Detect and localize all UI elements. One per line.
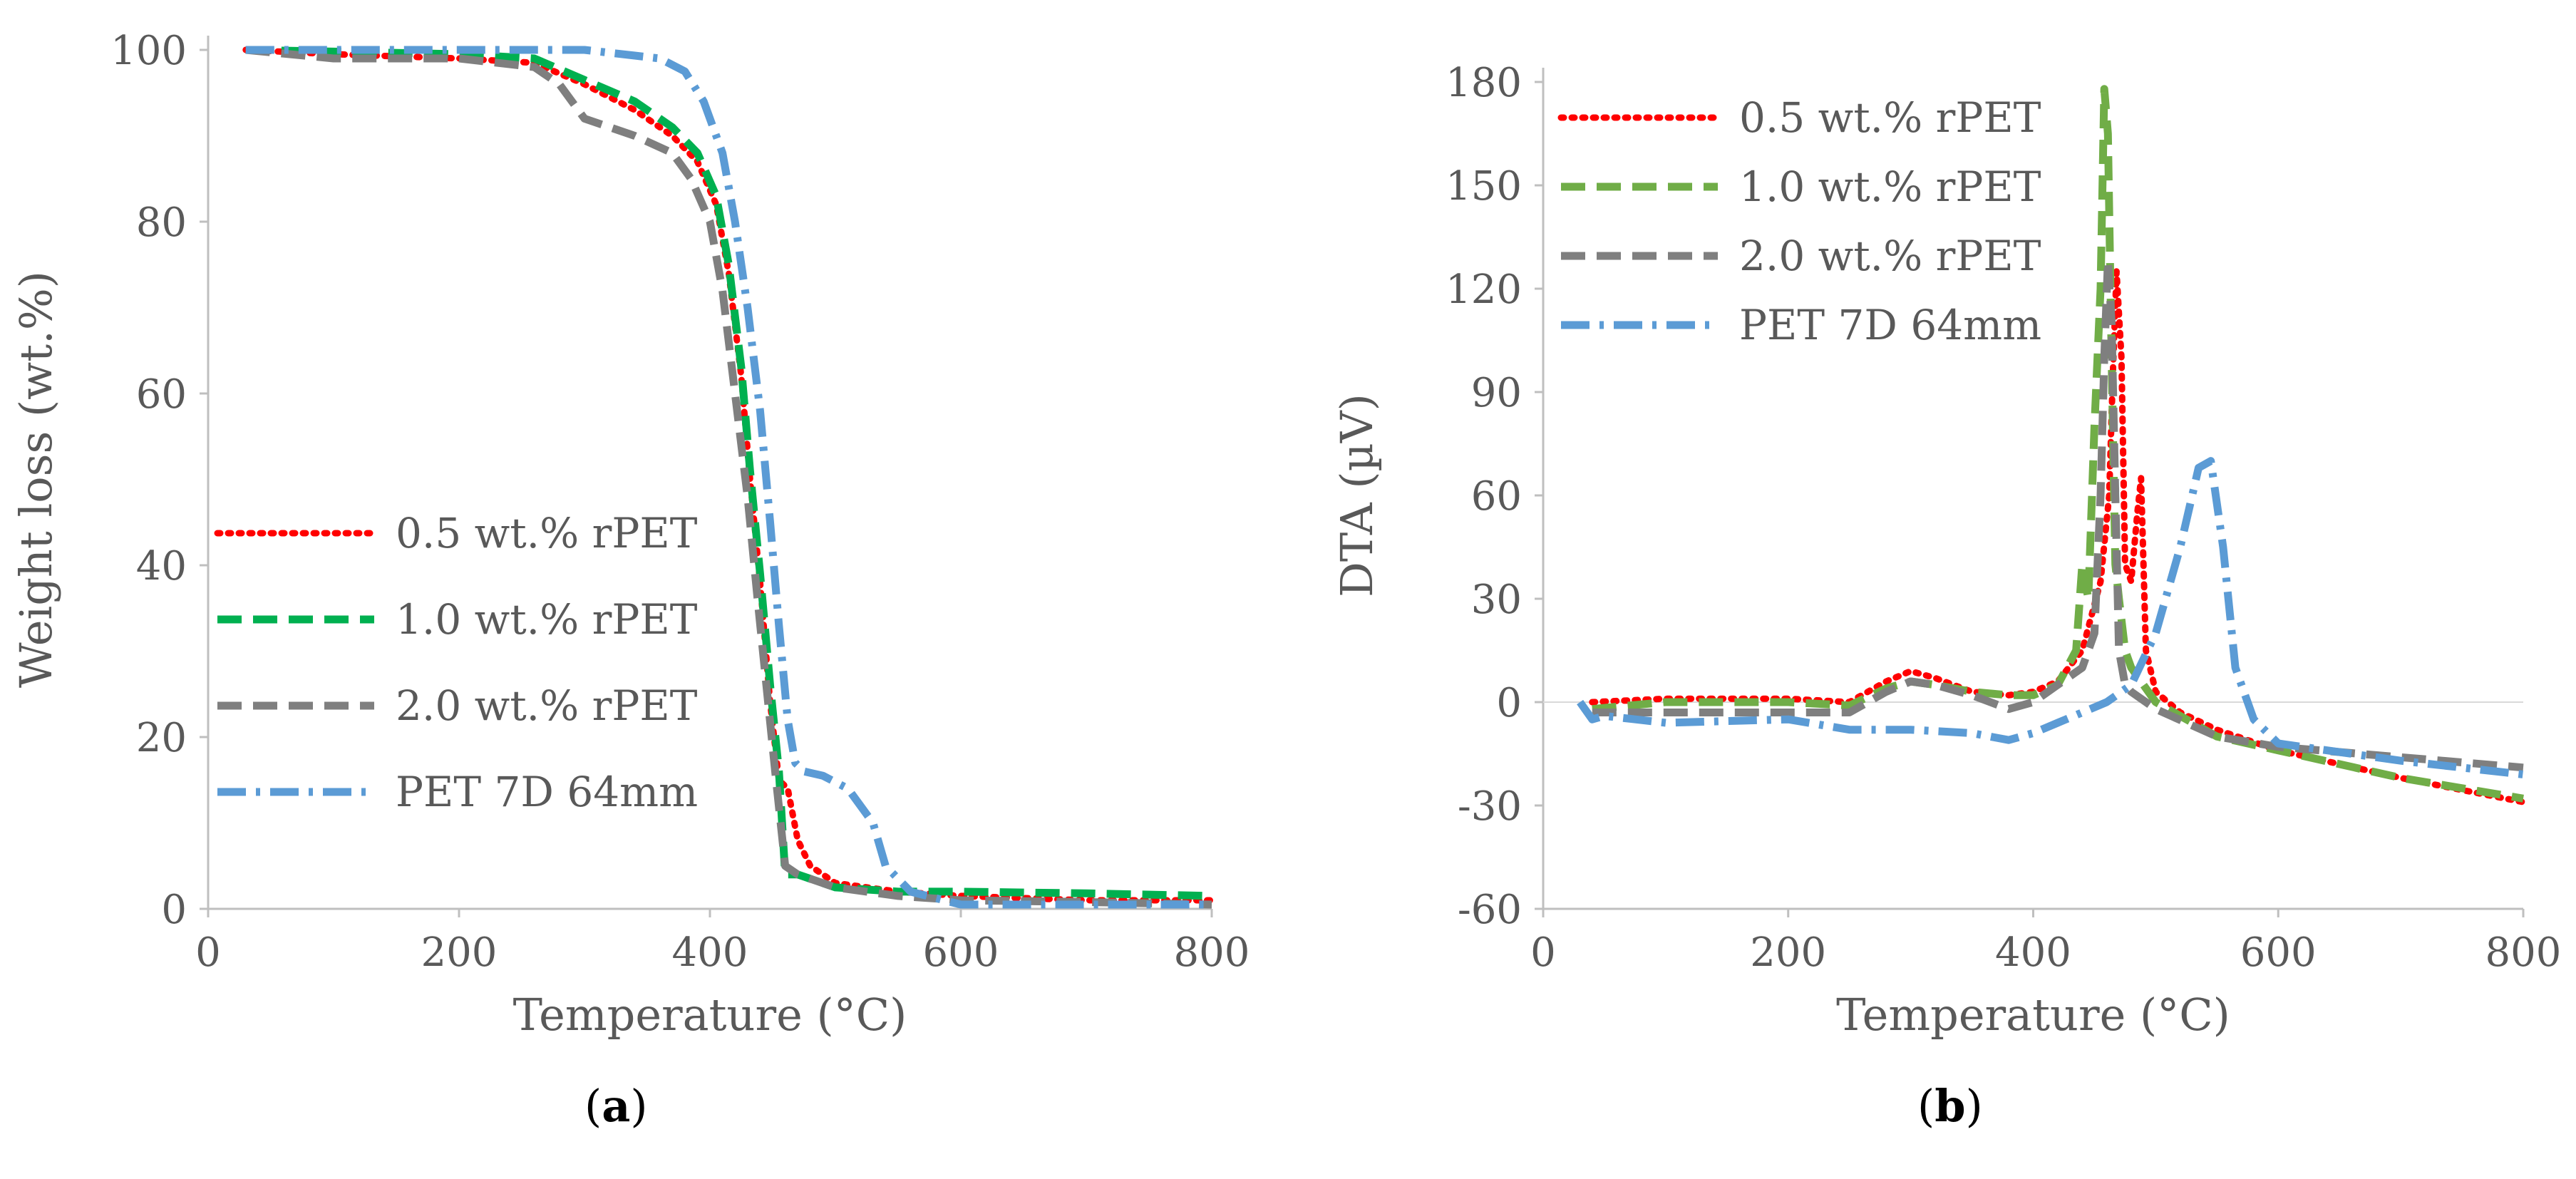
x-axis-label: Temperature (°C) <box>1836 989 2230 1041</box>
x-axis-label: Temperature (°C) <box>513 989 907 1041</box>
x-tick-label: 200 <box>421 930 498 976</box>
series-line-0 <box>1589 268 2527 805</box>
caption-b: (b) <box>1917 1080 1983 1132</box>
chart-panel-a: 0 20 40 60 80 100 0 200 400 600 800 Temperature (°C… <box>10 28 1250 1041</box>
y-tick-label: 90 <box>1471 370 1522 416</box>
y-tick-label: 0 <box>161 887 187 933</box>
series-line-1 <box>245 46 1212 900</box>
legend-label-1: 1.0 wt.% rPET <box>1739 163 2041 211</box>
y-tick-label: 60 <box>136 371 187 418</box>
legend-label-0: 0.5 wt.% rPET <box>1739 93 2041 142</box>
x-tick-label: 800 <box>2485 930 2562 976</box>
y-tick-label: 60 <box>1471 473 1522 520</box>
y-tick-label: -60 <box>1458 887 1522 933</box>
legend-label-3: PET 7D 64mm <box>1739 301 2041 349</box>
y-tick-label: 30 <box>1471 577 1522 623</box>
x-tick-label: 0 <box>1530 930 1556 976</box>
caption-a: (a) <box>584 1080 648 1132</box>
x-tick-label: 400 <box>1995 930 2071 976</box>
y-tick-label: 40 <box>136 543 187 590</box>
series-line-0 <box>242 46 1215 904</box>
series-line-3 <box>1577 457 2524 778</box>
y-axis-label: Weight loss (wt.%) <box>10 271 62 688</box>
x-tick-label: 0 <box>195 930 221 976</box>
y-tick-label: 180 <box>1446 60 1522 106</box>
legend-label-2: 2.0 wt.% rPET <box>396 681 698 730</box>
y-tick-label: 100 <box>110 28 187 74</box>
legend-label-0: 0.5 wt.% rPET <box>396 509 698 557</box>
legend-label-2: 2.0 wt.% rPET <box>1739 232 2041 280</box>
y-tick-label: 0 <box>1496 680 1522 726</box>
x-tick-label: 600 <box>923 930 999 976</box>
series-line-1 <box>1592 85 2524 803</box>
x-tick-label: 800 <box>1174 930 1250 976</box>
legend-label-1: 1.0 wt.% rPET <box>396 595 698 644</box>
series-line-2 <box>245 46 1212 909</box>
y-tick-label: 80 <box>136 200 187 246</box>
legend-label-3: PET 7D 64mm <box>396 768 698 816</box>
y-tick-label: 20 <box>136 715 187 761</box>
y-tick-label: 120 <box>1446 267 1522 313</box>
y-tick-label: -30 <box>1458 783 1522 830</box>
y-tick-label: 150 <box>1446 163 1522 210</box>
x-tick-label: 600 <box>2240 930 2317 976</box>
series-line-3 <box>245 46 1212 909</box>
series-line-2 <box>1592 257 2524 772</box>
chart-panel-b: -60 -30 0 30 60 90 120 150 180 0 200 400 600 800 Tempe… <box>1331 60 2561 1041</box>
x-tick-label: 200 <box>1750 930 1826 976</box>
x-tick-label: 400 <box>672 930 748 976</box>
y-axis-label: DTA (µV) <box>1331 393 1383 597</box>
